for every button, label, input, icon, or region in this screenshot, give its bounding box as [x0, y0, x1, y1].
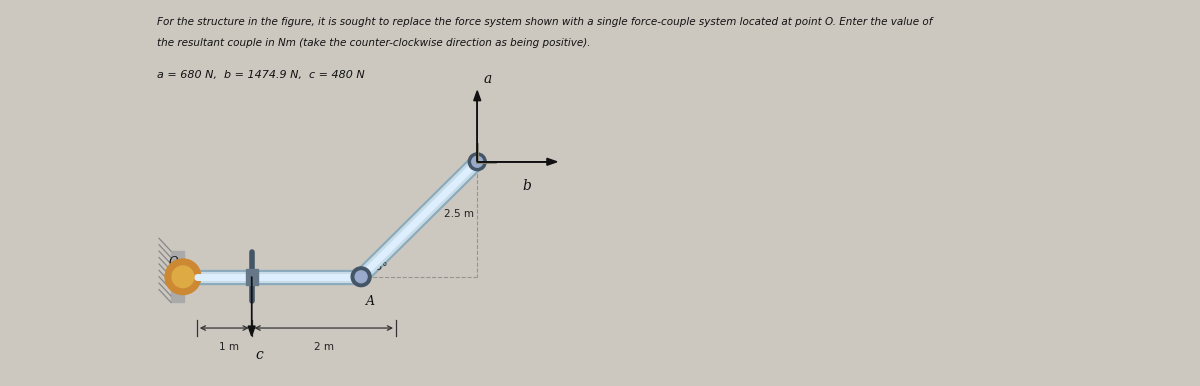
- FancyArrow shape: [248, 277, 256, 336]
- Circle shape: [172, 266, 194, 288]
- Text: 45°: 45°: [370, 262, 388, 272]
- FancyArrow shape: [474, 91, 481, 162]
- Circle shape: [472, 156, 482, 167]
- Text: 2 m: 2 m: [314, 342, 334, 352]
- Text: 1 m: 1 m: [220, 342, 239, 352]
- Circle shape: [166, 259, 200, 295]
- Text: a = 680 N,  b = 1474.9 N,  c = 480 N: a = 680 N, b = 1474.9 N, c = 480 N: [157, 70, 365, 80]
- Text: b: b: [522, 179, 530, 193]
- Bar: [246, 269, 258, 284]
- Circle shape: [352, 267, 371, 287]
- Text: a: a: [484, 72, 492, 86]
- Bar: [170, 251, 184, 302]
- Text: the resultant couple in Nm (take the counter-clockwise direction as being positi: the resultant couple in Nm (take the cou…: [157, 38, 590, 48]
- Circle shape: [468, 153, 486, 171]
- Text: c: c: [256, 348, 263, 362]
- FancyArrow shape: [478, 158, 557, 165]
- Text: A: A: [366, 295, 376, 308]
- Circle shape: [355, 271, 367, 283]
- Text: O: O: [169, 256, 179, 269]
- Text: For the structure in the figure, it is sought to replace the force system shown : For the structure in the figure, it is s…: [157, 17, 932, 27]
- Text: 2.5 m: 2.5 m: [444, 209, 474, 219]
